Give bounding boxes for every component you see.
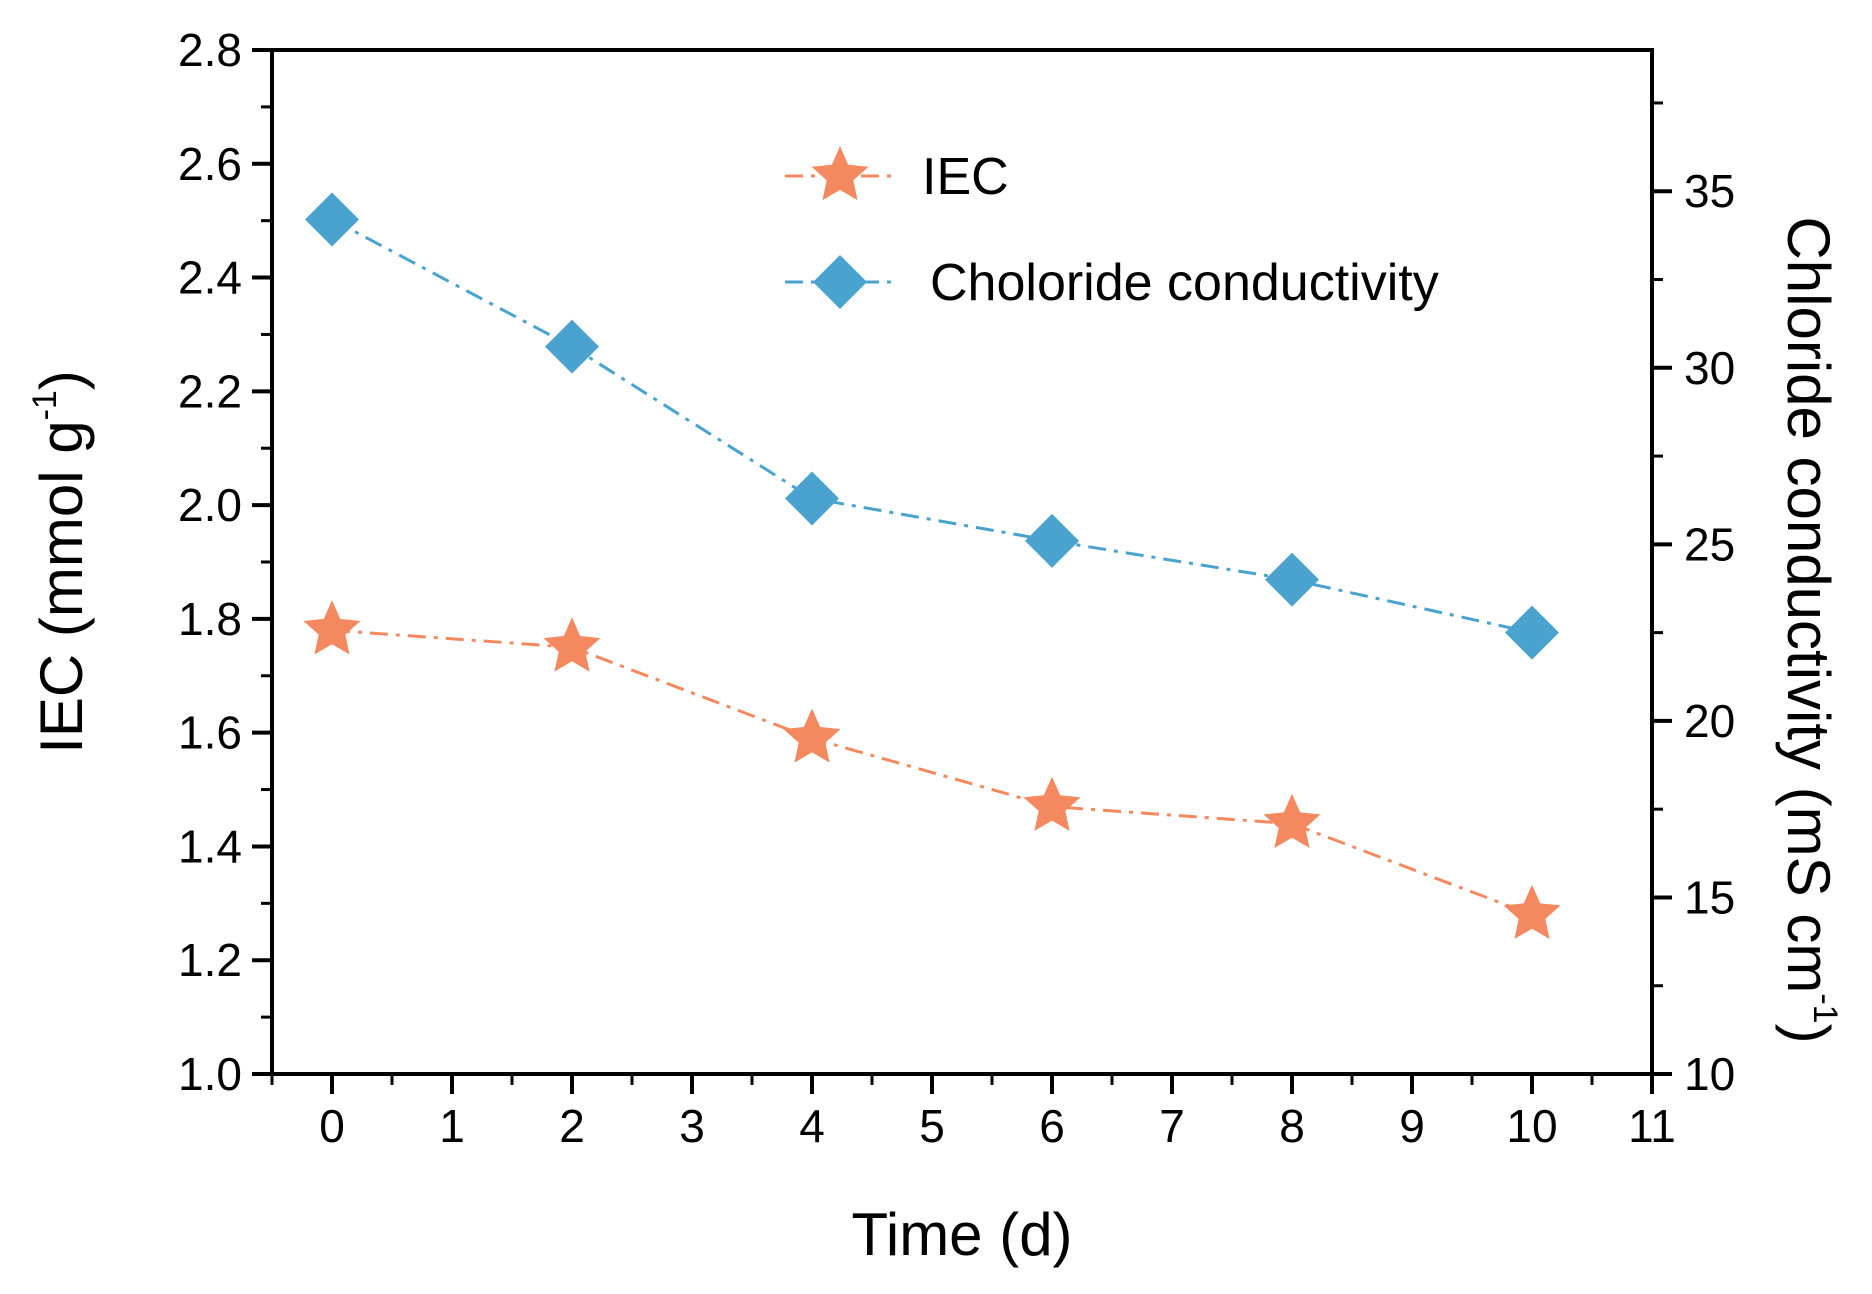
- x-tick-label: 2: [559, 1100, 585, 1152]
- left-y-tick-label: 2.6: [178, 138, 242, 190]
- series-layer: [303, 192, 1561, 939]
- right-y-tick-label: 20: [1684, 695, 1735, 747]
- legend-label-iec: IEC: [922, 148, 1009, 206]
- series-line-0: [331, 628, 1533, 917]
- left-axis-title: IEC (mmol g-1): [26, 370, 95, 754]
- conductivity-diamond-point: [1505, 605, 1559, 660]
- left-y-tick-label: 1.6: [178, 707, 242, 759]
- legend-diamond-marker: [813, 255, 867, 309]
- right-y-tick-label: 35: [1684, 165, 1735, 217]
- x-tick-label: 9: [1399, 1100, 1425, 1152]
- left-y-tick-label: 2.0: [178, 479, 242, 531]
- conductivity-diamond-point: [1025, 513, 1079, 568]
- iec-star-point: [783, 708, 841, 763]
- legend-label-conductivity: Choloride conductivity: [930, 254, 1439, 312]
- legend-star-icon: [811, 146, 869, 201]
- x-tick-label: 4: [799, 1100, 825, 1152]
- right-axis-title-main: Chloride conductivity (mS cm: [1775, 216, 1842, 993]
- x-tick-label: 5: [919, 1100, 945, 1152]
- left-axis-title-main: IEC (mmol g: [28, 420, 95, 753]
- legend: IEC Choloride conductivity: [785, 146, 1439, 312]
- legend-star-marker: [811, 146, 869, 201]
- x-axis-title: Time (d): [851, 1201, 1072, 1268]
- conductivity-diamond-point: [785, 471, 839, 526]
- left-y-tick-label: 2.2: [178, 365, 242, 417]
- x-tick-label: 8: [1279, 1100, 1305, 1152]
- right-y-tick-label: 10: [1684, 1048, 1735, 1100]
- tick-layer: 0 1 2 3 4 5 6 7 8 9 10 111.01.21.41.61.82.02.22.42.…: [178, 24, 1735, 1152]
- iec-star-point: [543, 617, 601, 672]
- left-y-tick-label: 2.4: [178, 252, 242, 304]
- legend-diamond-icon: [813, 255, 867, 309]
- x-tick-label: 0: [319, 1100, 345, 1152]
- iec-star-point: [1023, 776, 1081, 831]
- conductivity-diamond-point: [545, 319, 599, 374]
- left-y-tick-label: 2.8: [178, 24, 242, 76]
- x-tick-label: 11: [1628, 1100, 1676, 1152]
- plot-frame: [270, 48, 1654, 1076]
- left-y-tick-label: 1.2: [178, 934, 242, 986]
- x-tick-label: 3: [679, 1100, 705, 1152]
- left-y-tick-label: 1.0: [178, 1048, 242, 1100]
- x-tick-label: 1: [439, 1100, 465, 1152]
- right-y-tick-label: 30: [1684, 342, 1735, 394]
- x-tick-label: 7: [1159, 1100, 1185, 1152]
- right-axis-title-sup: -1: [1806, 993, 1844, 1023]
- x-tick-label: 10: [1506, 1100, 1557, 1152]
- right-y-tick-label: 15: [1684, 871, 1735, 923]
- x-tick-label: 6: [1039, 1100, 1065, 1152]
- left-axis-title-close: ): [28, 370, 95, 390]
- right-axis-title: Chloride conductivity (mS cm-1): [1775, 216, 1844, 1043]
- conductivity-diamond-point: [305, 192, 359, 247]
- right-axis-title-close: ): [1775, 1024, 1842, 1044]
- conductivity-diamond-point: [1265, 552, 1319, 607]
- right-y-tick-label: 25: [1684, 518, 1735, 570]
- left-y-tick-label: 1.4: [178, 820, 242, 872]
- iec-star-point: [303, 600, 361, 655]
- left-y-tick-label: 1.8: [178, 593, 242, 645]
- iec-star-point: [1263, 793, 1321, 848]
- left-axis-title-sup: -1: [26, 390, 64, 420]
- iec-star-point: [1503, 884, 1561, 939]
